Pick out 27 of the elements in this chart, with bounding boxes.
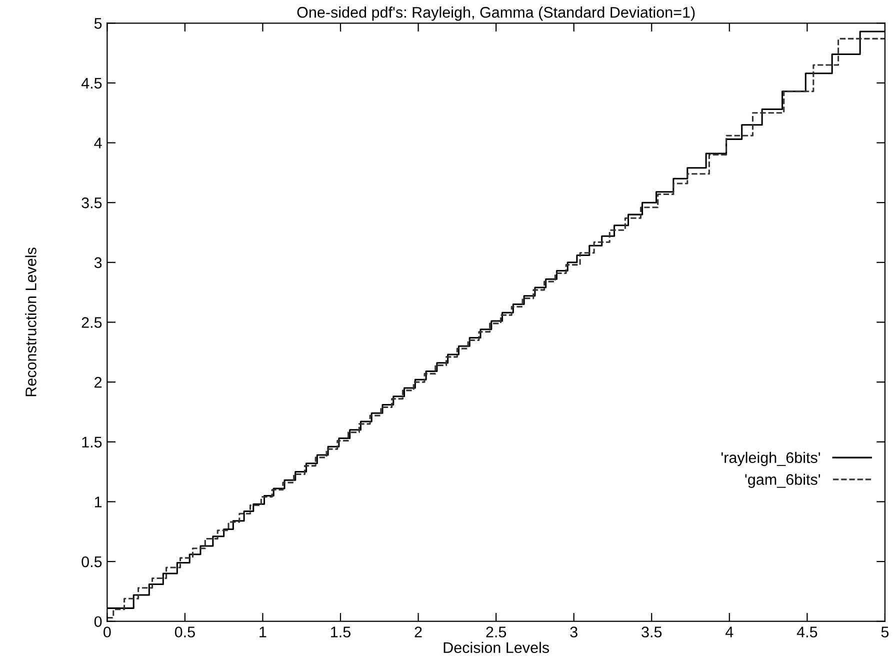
- legend-label: 'rayleigh_6bits': [721, 452, 820, 466]
- x-tick-label: 4: [726, 626, 734, 638]
- y-tick-label: 2.5: [82, 317, 102, 328]
- y-tick-label: 3.5: [82, 197, 102, 208]
- y-tick-label: 1.5: [82, 436, 102, 448]
- y-tick-label: 4: [94, 138, 102, 148]
- y-tick-label: 0: [94, 616, 102, 628]
- x-tick-label: 1: [260, 626, 266, 638]
- chart-title: One-sided pdf's: Rayleigh, Gamma (Standard Deviation=1): [297, 6, 695, 21]
- x-tick-label: 1.5: [331, 626, 350, 638]
- x-tick-label: 4.5: [796, 626, 818, 638]
- y-tick-label: 5: [94, 18, 102, 29]
- x-tick-label: 5: [881, 626, 889, 638]
- x-tick-label: 0: [104, 626, 111, 638]
- x-tick-label: 2: [414, 626, 422, 638]
- x-tick-label: 0.5: [174, 626, 195, 638]
- y-tick-label: 4.5: [81, 78, 102, 89]
- y-tick-label: 3: [94, 257, 102, 268]
- y-tick-label: 1: [94, 496, 102, 508]
- x-tick-label: 3.5: [642, 626, 662, 638]
- x-tick-label: 2.5: [486, 626, 506, 638]
- y-tick-label: 0.5: [82, 556, 102, 568]
- legend-label: 'gam_6bits': [745, 474, 820, 488]
- y-tick-label: 2: [94, 376, 102, 388]
- x-axis-title: Decision Levels: [444, 642, 550, 654]
- x-tick-label: 3: [570, 626, 578, 638]
- y-axis-title: Reconstruction Levels: [25, 248, 36, 396]
